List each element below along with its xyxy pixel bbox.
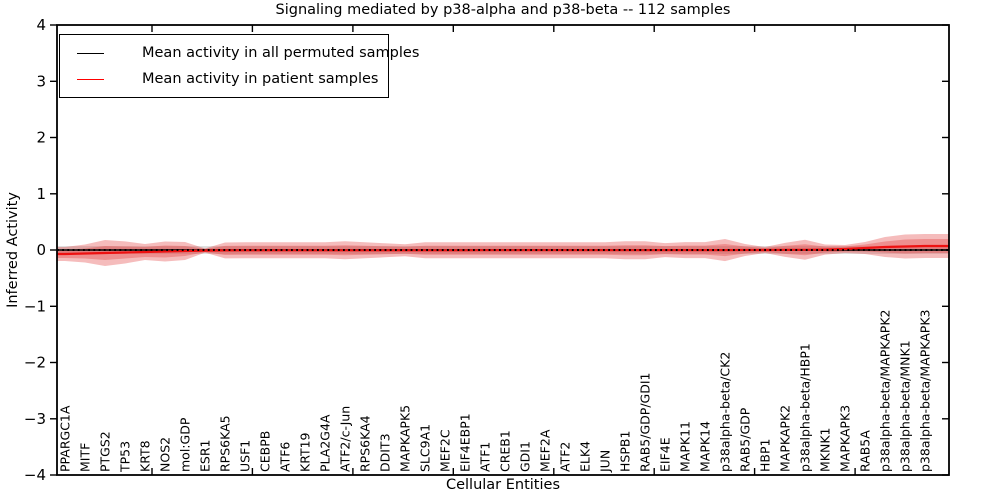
x-category-label: RPS6KA4 <box>358 415 373 472</box>
x-category-label: KRT8 <box>138 440 153 472</box>
patient-line-swatch <box>77 78 104 80</box>
x-category-label: ATF2 <box>558 442 573 472</box>
x-axis-label: Cellular Entities <box>445 477 561 493</box>
x-category-label: NOS2 <box>158 437 173 472</box>
x-category-label: CEBPB <box>258 431 273 472</box>
x-category-label: p38alpha-beta/MAPKAPK2 <box>878 310 893 473</box>
x-category-label: RAB5A <box>858 430 873 472</box>
x-category-label: RPS6KA5 <box>218 415 233 472</box>
x-category-label: GDI1 <box>518 441 533 472</box>
permuted-line-swatch <box>77 52 104 54</box>
legend-label-patient: Mean activity in patient samples <box>142 71 379 87</box>
x-category-label: KRT19 <box>298 432 313 472</box>
x-category-label: EIF4E <box>658 437 673 472</box>
x-category-label: ATF1 <box>478 442 493 472</box>
y-axis-label: Inferred Activity <box>5 192 21 308</box>
x-category-label: HSPB1 <box>618 431 633 472</box>
x-category-label: p38alpha-beta/MNK1 <box>898 340 913 472</box>
x-category-label: PPARGC1A <box>58 405 73 472</box>
x-category-label: MAPK14 <box>698 421 713 472</box>
x-category-label: p38alpha-beta/CK2 <box>718 352 733 472</box>
x-category-label: TP53 <box>118 441 133 473</box>
x-category-label: PLA2G4A <box>318 414 333 472</box>
x-category-label: DDIT3 <box>378 433 393 472</box>
y-tick-label: 2 <box>36 129 46 147</box>
legend-row-permuted: Mean activity in all permuted samples <box>60 40 419 66</box>
x-category-label: SLC9A1 <box>418 424 433 472</box>
chart-title: Signaling mediated by p38-alpha and p38-… <box>275 2 731 18</box>
x-category-label: MEF2C <box>438 429 453 472</box>
y-tick-label: 3 <box>36 72 46 90</box>
x-category-label: ELK4 <box>578 441 593 472</box>
x-category-label: USF1 <box>238 440 253 472</box>
x-category-label: p38alpha-beta/MAPKAPK3 <box>918 310 933 473</box>
legend-box: Mean activity in all permuted samples Me… <box>59 34 419 98</box>
x-category-label: CREB1 <box>498 430 513 472</box>
y-tick-label: −4 <box>24 466 46 484</box>
x-category-label: HBP1 <box>758 439 773 472</box>
x-category-label: RAB5/GDP/GDI1 <box>638 373 653 472</box>
y-tick-label: −1 <box>24 297 46 315</box>
x-category-label: MITF <box>78 443 93 472</box>
legend-label-permuted: Mean activity in all permuted samples <box>142 45 420 61</box>
x-category-label: MAPKAPK2 <box>778 405 793 472</box>
x-category-label: mol:GDP <box>178 417 193 472</box>
x-category-label: ATF2/c-Jun <box>338 406 353 472</box>
x-category-label: PTGS2 <box>98 431 113 472</box>
legend-row-patient: Mean activity in patient samples <box>60 66 388 92</box>
x-category-label: MAPKAPK5 <box>398 405 413 472</box>
x-category-label: MEF2A <box>538 429 553 472</box>
x-category-label: JUN <box>598 450 613 473</box>
x-category-label: MAPKAPK3 <box>838 405 853 472</box>
x-category-label: RAB5/GDP <box>738 407 753 472</box>
y-tick-label: 4 <box>36 16 46 34</box>
x-category-label: p38alpha-beta/HBP1 <box>798 343 813 472</box>
x-category-label: ESR1 <box>198 440 213 472</box>
y-tick-label: 0 <box>36 241 46 259</box>
x-category-label: MKNK1 <box>818 428 833 472</box>
y-tick-label: −3 <box>24 410 46 428</box>
x-category-label: MAPK11 <box>678 421 693 472</box>
x-category-label: ATF6 <box>278 442 293 472</box>
y-tick-label: 1 <box>36 185 46 203</box>
y-tick-label: −2 <box>24 354 46 372</box>
x-category-label: EIF4EBP1 <box>458 413 473 472</box>
